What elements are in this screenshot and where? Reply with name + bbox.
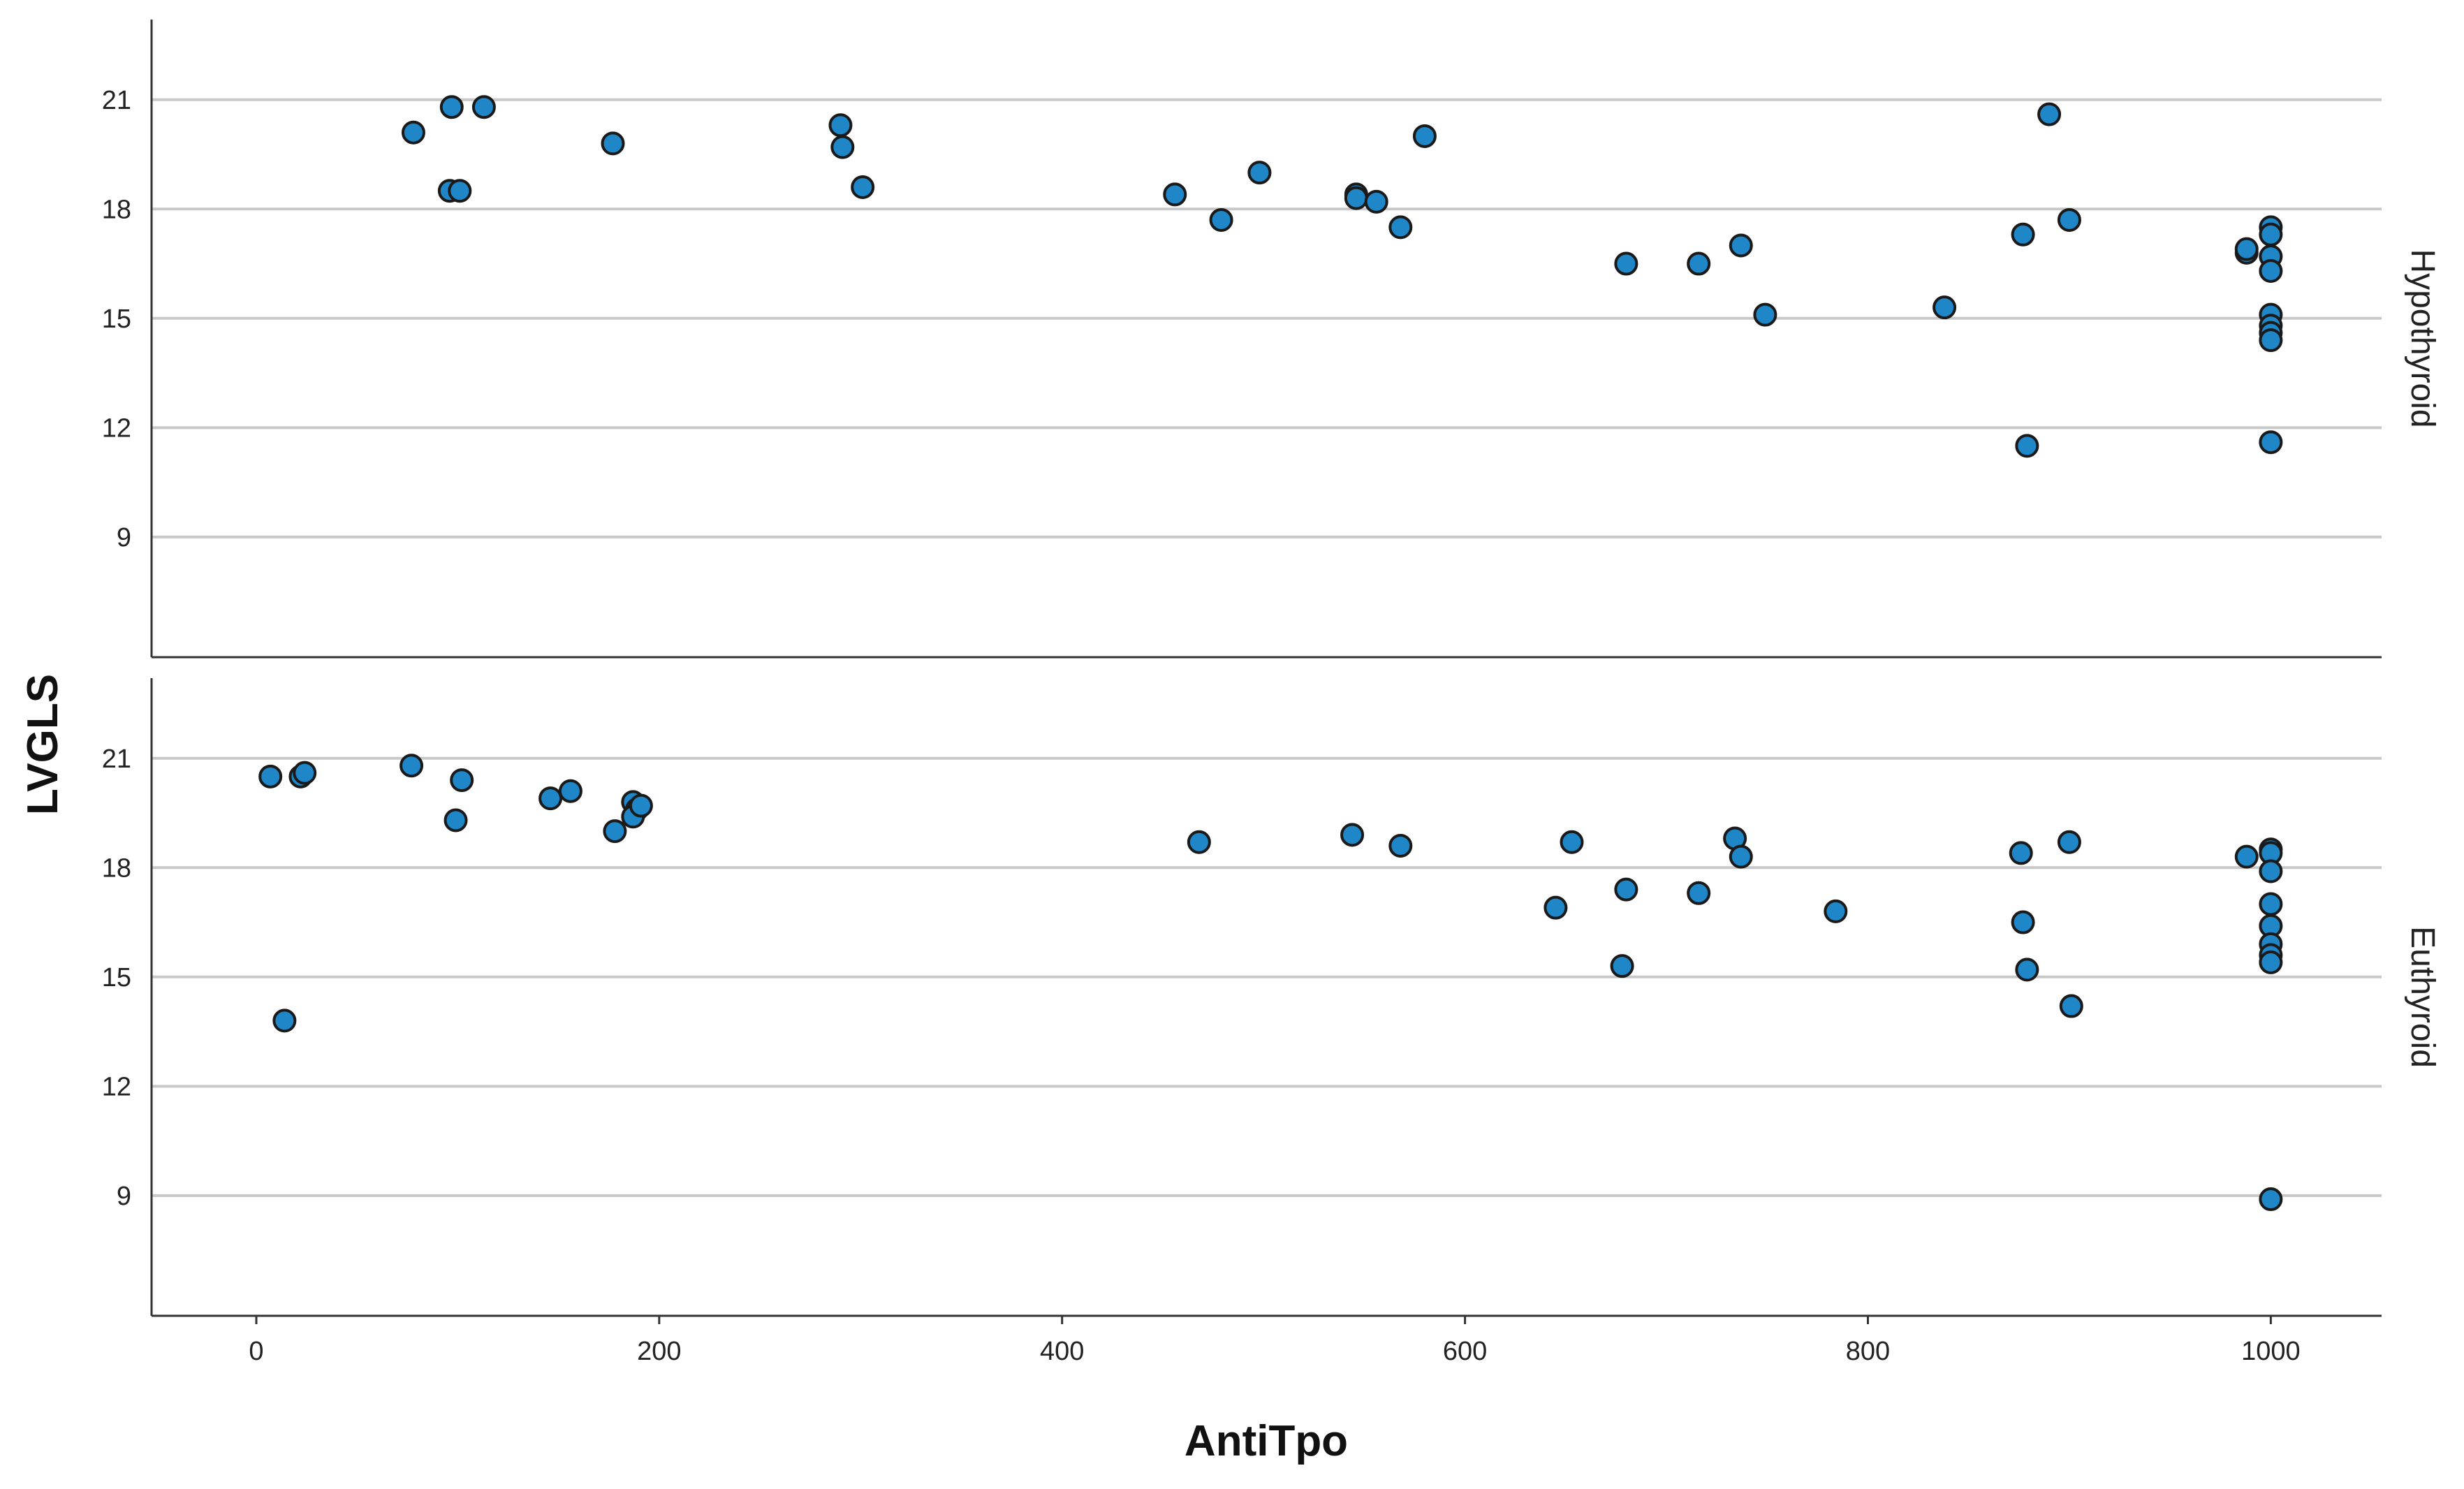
data-point (1247, 161, 1272, 185)
data-point (1364, 189, 1388, 214)
data-point (558, 779, 582, 803)
x-axis-title: AntiTpo (1185, 1417, 1348, 1465)
data-point (830, 135, 855, 159)
data-point (448, 179, 472, 203)
y-tick-label: 15 (102, 305, 131, 334)
data-point (2059, 994, 2083, 1018)
x-tick-label: 1000 (2241, 1337, 2301, 1366)
data-point (2015, 434, 2039, 458)
data-point (538, 786, 563, 811)
data-point (1614, 877, 1638, 902)
data-point (293, 761, 317, 785)
data-point (2259, 859, 2283, 883)
y-tick-label: 9 (117, 523, 131, 552)
data-point (2259, 1187, 2283, 1212)
x-tick-label: 400 (1040, 1337, 1084, 1366)
data-point (1687, 251, 1711, 276)
panel-label: Hypothyroid (2404, 249, 2441, 427)
data-point (450, 768, 474, 793)
data-point (2259, 258, 2283, 283)
data-point (2057, 207, 2081, 232)
panel-label: Euthyroid (2404, 926, 2441, 1068)
data-point (851, 175, 875, 199)
data-point (443, 808, 468, 832)
data-point (1729, 233, 1753, 258)
data-point (2037, 102, 2062, 126)
data-point (603, 819, 627, 844)
data-point (1187, 830, 1211, 854)
data-point (1388, 833, 1413, 858)
data-point (2057, 830, 2081, 854)
data-point (1412, 124, 1437, 148)
x-tick-label: 200 (637, 1337, 681, 1366)
data-point (1933, 295, 1957, 320)
data-point (399, 754, 424, 778)
data-point (1163, 182, 1187, 207)
data-point (2259, 892, 2283, 916)
data-point (1209, 207, 1233, 232)
y-tick-label: 9 (117, 1182, 131, 1211)
panel-hypothyroid: 9 12 15 18 21 Hypothyroid (102, 20, 2441, 659)
panel-euthyroid: 9 12 15 18 21 Euthyroid (102, 678, 2441, 1317)
x-tick-label: 600 (1443, 1337, 1487, 1366)
data-point (2011, 910, 2035, 934)
data-point (2234, 844, 2259, 869)
data-point (2009, 841, 2033, 865)
data-point (601, 131, 625, 156)
data-point (1753, 302, 1777, 327)
y-tick-label: 21 (102, 744, 131, 774)
data-point (258, 764, 283, 788)
data-point (2234, 237, 2259, 261)
data-point (2259, 430, 2283, 455)
y-tick-label: 12 (102, 413, 131, 443)
data-point (1344, 186, 1368, 210)
data-point (2259, 328, 2283, 353)
data-point (1729, 844, 1753, 869)
data-point (1543, 895, 1568, 920)
data-point (471, 95, 496, 119)
x-tick-label: 800 (1846, 1337, 1890, 1366)
data-point (1388, 215, 1413, 240)
y-tick-label: 18 (102, 195, 131, 224)
y-tick-label: 15 (102, 963, 131, 992)
data-point (1614, 251, 1638, 276)
data-point (828, 113, 853, 138)
data-point (629, 793, 653, 818)
data-point (2259, 222, 2283, 247)
y-tick-label: 12 (102, 1072, 131, 1101)
data-point (1340, 823, 1365, 847)
y-axis-title: LVGLS (19, 674, 67, 815)
y-tick-label: 21 (102, 86, 131, 115)
data-point (272, 1008, 297, 1033)
data-point (2015, 958, 2039, 982)
data-point (2259, 950, 2283, 974)
data-point (1560, 830, 1584, 854)
x-tick-label: 0 (249, 1337, 263, 1366)
panels-layer: 9 12 15 18 21 Hypothyroid 9 12 15 18 21 Euthyroid (102, 20, 2441, 1317)
x-axis-ticks: 0 200 400 600 800 1000 (249, 1316, 2301, 1366)
data-point (1687, 881, 1711, 905)
y-tick-label: 18 (102, 853, 131, 883)
data-point (1610, 954, 1634, 978)
data-point (2011, 222, 2035, 247)
data-point (1824, 899, 1848, 923)
data-point (439, 95, 464, 119)
data-point (401, 120, 425, 145)
